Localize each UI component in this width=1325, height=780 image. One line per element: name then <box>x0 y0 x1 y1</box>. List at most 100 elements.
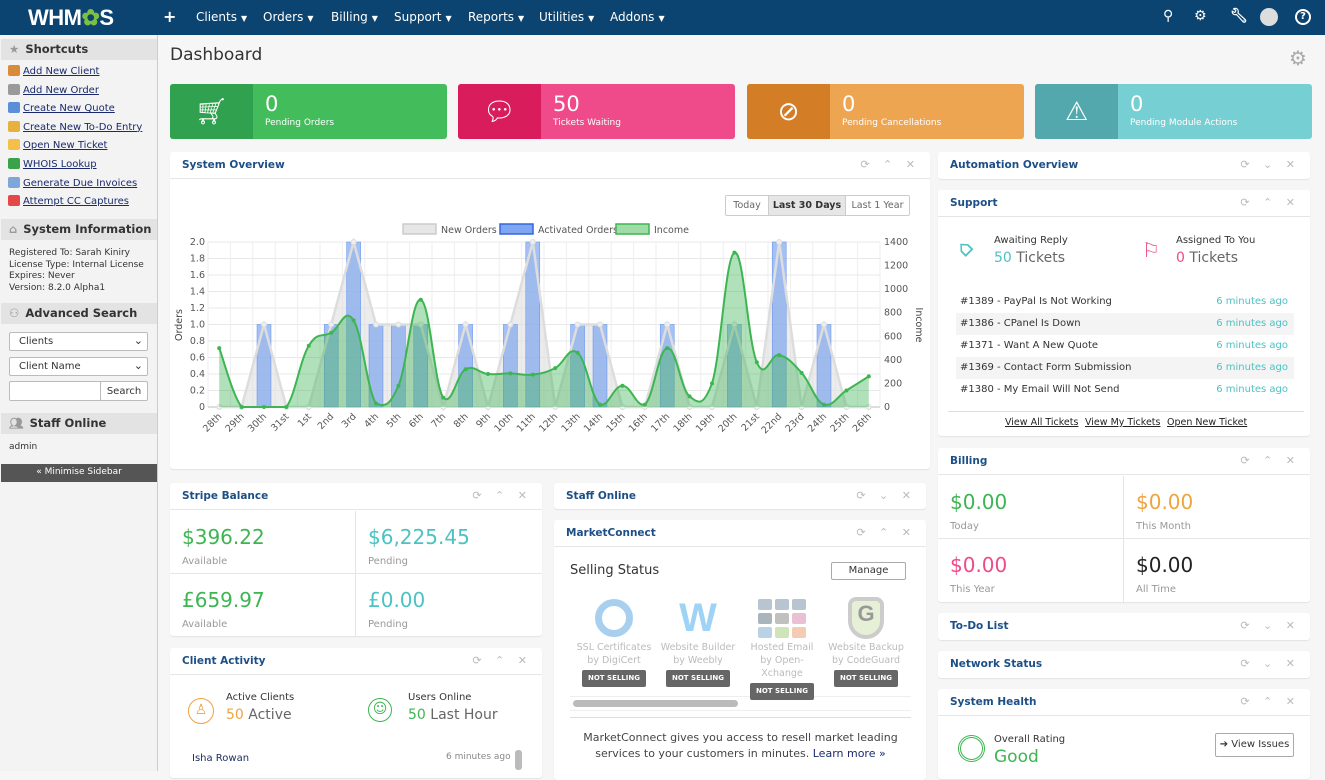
y-tick-label: 0.2 <box>190 386 205 397</box>
range-last-30-days-button[interactable]: Last 30 Days <box>768 195 846 216</box>
x-tick-label: 6th <box>407 411 426 430</box>
x-tick-label: 4th <box>362 411 381 430</box>
avatar[interactable] <box>1260 8 1278 26</box>
ticket-row[interactable]: #1386 - CPanel Is Down 6 minutes ago <box>956 313 1294 335</box>
stat-box[interactable]: ⊘ 0 Pending Cancellations <box>747 84 1024 139</box>
ticket-row[interactable]: #1371 - Want A New Quote 6 minutes ago <box>956 335 1294 357</box>
manage-button[interactable]: Manage <box>831 562 906 580</box>
search-type-select[interactable]: Clients ⌄ <box>9 332 148 351</box>
ticket-row[interactable]: #1369 - Contact Form Submission 6 minutes… <box>956 357 1294 379</box>
learn-more-link[interactable]: Learn more » <box>812 747 886 760</box>
scrollbar[interactable] <box>515 750 522 770</box>
users-online-label: Users Online <box>408 692 472 703</box>
new-orders-point <box>261 321 267 328</box>
ssl-certificates-product[interactable]: SSL Certificates by DigiCert NOT SELLING <box>572 595 656 687</box>
panel-controls[interactable]: ⟳ ⌃ ✕ <box>472 489 532 502</box>
stat-box[interactable]: ⚠︎ 0 Pending Module Actions <box>1035 84 1312 139</box>
nav-reports[interactable]: Reports ▼ <box>468 10 525 24</box>
search-icon[interactable]: ⚲ <box>1163 8 1174 24</box>
ticket-row[interactable]: #1380 - My Email Will Not Send 6 minutes … <box>956 379 1294 401</box>
shortcut-icon <box>8 120 20 132</box>
ticket-subject[interactable]: #1369 - Contact Form Submission <box>960 362 1132 373</box>
todo-list-panel: To-Do List ⟳ ⌄ ✕ <box>938 613 1310 640</box>
panel-controls[interactable]: ⟳ ⌃ ✕ <box>472 654 532 667</box>
shortcut-link[interactable]: WHOIS Lookup <box>8 158 97 170</box>
search-field-select[interactable]: Client Name ⌄ <box>9 357 148 376</box>
shortcut-link[interactable]: Create New Quote <box>8 102 115 114</box>
search-input[interactable] <box>9 381 101 401</box>
panel-controls[interactable]: ⟳ ⌄ ✕ <box>856 489 916 502</box>
nav-orders[interactable]: Orders ▼ <box>263 10 314 24</box>
stat-box[interactable]: 🛒︎ 0 Pending Orders <box>170 84 447 139</box>
income-point <box>306 343 311 348</box>
amount-label: Available <box>182 619 228 630</box>
ticket-subject[interactable]: #1389 - PayPal Is Not Working <box>960 296 1112 307</box>
income-point <box>396 383 401 388</box>
ticket-subject[interactable]: #1371 - Want A New Quote <box>960 340 1099 351</box>
amount-label: Available <box>182 556 228 567</box>
shortcut-link[interactable]: Create New To-Do Entry <box>8 120 142 133</box>
settings-icon[interactable]: ⚙ <box>1194 8 1207 24</box>
view-all-tickets-link[interactable]: View All Tickets <box>1005 417 1079 428</box>
dashboard-settings-gear-icon[interactable]: ⚙ <box>1289 46 1307 70</box>
amount-label: All Time <box>1136 584 1177 595</box>
shortcut-link[interactable]: Open New Ticket <box>8 139 107 151</box>
amount: $0.00 <box>950 553 1008 577</box>
website-backup-product[interactable]: G Website Backup by CodeGuard NOT SELLING <box>824 595 908 687</box>
hosted-email-product[interactable]: Hosted Email by Open-Xchange NOT SELLING <box>740 595 824 700</box>
new-orders-point <box>597 321 603 328</box>
shortcut-link[interactable]: Generate Due Invoices <box>8 176 137 189</box>
registered-to: Registered To: Sarah Kiniry <box>9 248 130 258</box>
help-icon[interactable]: ? <box>1295 9 1311 25</box>
nav-support[interactable]: Support ▼ <box>394 10 452 24</box>
panel-title: Stripe Balance ⟳ ⌃ ✕ <box>170 483 542 510</box>
income-point <box>642 402 647 407</box>
nav-billing[interactable]: Billing ▼ <box>331 10 378 24</box>
system-info-text: Registered To: Sarah Kiniry License Type… <box>9 248 144 294</box>
shortcut-link[interactable]: Add New Client <box>8 65 99 77</box>
new-orders-line <box>219 237 869 412</box>
shortcut-link[interactable]: Attempt CC Captures <box>8 195 129 207</box>
nav-utilities[interactable]: Utilities ▼ <box>539 10 595 24</box>
range-last-1-year-button[interactable]: Last 1 Year <box>845 195 910 216</box>
ticket-row[interactable]: #1389 - PayPal Is Not Working 6 minutes a… <box>956 291 1294 313</box>
whmcs-logo[interactable]: WHM✿S <box>28 5 114 30</box>
horizontal-scrollbar[interactable] <box>570 696 911 711</box>
panel-controls[interactable]: ⟳ ⌄ ✕ <box>1240 619 1300 632</box>
panel-controls[interactable]: ⟳ ⌃ ✕ <box>1240 196 1300 209</box>
minimise-sidebar-button[interactable]: « Minimise Sidebar <box>1 464 157 482</box>
panel-controls[interactable]: ⟳ ⌄ ✕ <box>1240 158 1300 171</box>
open-new-ticket-link[interactable]: Open New Ticket <box>1167 417 1248 428</box>
panel-title: Network Status ⟳ ⌄ ✕ <box>950 657 1300 670</box>
stat-label: Pending Orders <box>265 118 335 128</box>
panel-controls[interactable]: ⟳ ⌃ ✕ <box>1240 695 1300 708</box>
amount: $0.00 <box>950 490 1008 514</box>
nav-clients[interactable]: Clients ▼ <box>196 10 248 24</box>
ticket-subject[interactable]: #1380 - My Email Will Not Send <box>960 384 1120 395</box>
view-my-tickets-link[interactable]: View My Tickets <box>1085 417 1161 428</box>
x-tick-label: 2nd <box>316 411 337 432</box>
search-button[interactable]: Search <box>100 381 148 401</box>
y2-tick-label: 200 <box>884 378 902 389</box>
panel-controls[interactable]: ⟳ ⌄ ✕ <box>1240 657 1300 670</box>
ticket-subject[interactable]: #1386 - CPanel Is Down <box>960 318 1081 329</box>
x-tick-label: 18th <box>671 411 694 434</box>
license-type: License Type: Internal License <box>9 259 144 270</box>
income-point <box>374 401 378 406</box>
x-tick-label: 16th <box>627 411 650 434</box>
nav-addons[interactable]: Addons ▼ <box>610 10 665 24</box>
panel-controls[interactable]: ⟳ ⌃ ✕ <box>856 526 916 539</box>
view-issues-button[interactable]: ➔ View Issues <box>1215 733 1294 757</box>
panel-controls[interactable]: ⟳ ⌃ ✕ <box>1240 454 1300 467</box>
panel-controls[interactable]: ⟳ ⌃ ✕ <box>860 158 920 171</box>
recent-client-name[interactable]: Isha Rowan <box>192 753 250 764</box>
range-today-button[interactable]: Today <box>725 195 769 216</box>
recent-client-time: 6 minutes ago <box>446 752 511 762</box>
y2-tick-label: 600 <box>884 331 902 342</box>
website-builder-product[interactable]: W Website Builder by Weebly NOT SELLING <box>656 595 740 687</box>
quick-add-button[interactable]: + <box>163 7 177 26</box>
stat-box[interactable]: 💬︎ 50 Tickets Waiting <box>458 84 735 139</box>
wrench-icon[interactable]: 🔧︎ <box>1230 8 1248 24</box>
x-tick-label: 9th <box>474 411 493 430</box>
shortcut-link[interactable]: Add New Order <box>8 83 99 96</box>
